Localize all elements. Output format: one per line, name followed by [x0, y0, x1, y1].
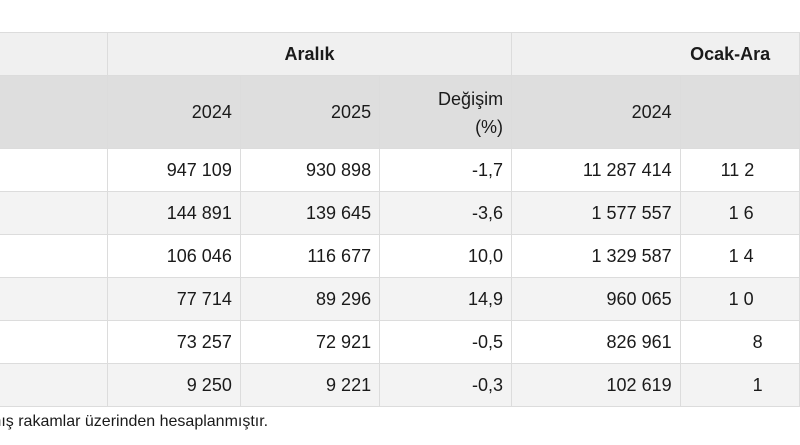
cell-cumulative-2024: 1 329 587 [511, 234, 681, 278]
row-label-cell [0, 191, 108, 235]
cell-2025: 89 296 [239, 277, 381, 321]
header-2024: 2024 [106, 75, 241, 149]
group-header-aralik: Aralık [106, 32, 513, 76]
table-row: 947 109 930 898 -1,7 11 287 414 11 2 [0, 148, 800, 192]
label-header-cell [0, 32, 108, 76]
cell-cumulative-2025: 1 [679, 363, 800, 407]
header-2025: 2025 [239, 75, 381, 149]
table-row: 144 891 139 645 -3,6 1 577 557 1 6 [0, 191, 800, 235]
cell-2025: 930 898 [239, 148, 381, 192]
table-row: 77 714 89 296 14,9 960 065 1 0 [0, 277, 800, 321]
cell-2024: 73 257 [106, 320, 241, 364]
cell-cumulative-2024: 1 577 557 [511, 191, 681, 235]
cell-change: 14,9 [379, 277, 513, 321]
table-footnote: mış rakamlar üzerinden hesaplanmıştır. [0, 413, 268, 431]
row-label-cell [0, 363, 108, 407]
cell-change: 10,0 [379, 234, 513, 278]
cell-change: -3,6 [379, 191, 513, 235]
cell-cumulative-2024: 960 065 [511, 277, 681, 321]
group-header-row: Aralık Ocak-Ara [0, 32, 800, 76]
table-row: 106 046 116 677 10,0 1 329 587 1 4 [0, 234, 800, 278]
cell-cumulative-2025: 1 0 [679, 277, 800, 321]
footnote-text: mış rakamlar üzerinden hesaplanmıştır. [0, 413, 269, 430]
row-label-cell [0, 148, 108, 192]
cell-cumulative-2025: 11 2 [679, 148, 800, 192]
header-cumulative-2025 [679, 75, 800, 149]
header-change-line2: (%) [475, 117, 504, 137]
cell-2025: 116 677 [239, 234, 381, 278]
cell-cumulative-2025: 1 4 [679, 234, 800, 278]
cell-2024: 77 714 [106, 277, 241, 321]
cell-2025: 72 921 [239, 320, 381, 364]
cell-2024: 947 109 [106, 148, 241, 192]
table-row: 73 257 72 921 -0,5 826 961 8 [0, 320, 800, 364]
cell-cumulative-2024: 102 619 [511, 363, 681, 407]
cell-change: -1,7 [379, 148, 513, 192]
header-change: Değişim (%) [379, 75, 513, 149]
header-change-line1: Değişim [438, 89, 504, 109]
label-subheader-cell [0, 75, 108, 149]
cell-cumulative-2025: 1 6 [679, 191, 800, 235]
cell-change: -0,5 [379, 320, 513, 364]
table-row: 9 250 9 221 -0,3 102 619 1 [0, 363, 800, 407]
cell-2024: 106 046 [106, 234, 241, 278]
cell-cumulative-2025: 8 [679, 320, 800, 364]
row-label-cell [0, 234, 108, 278]
row-label-cell [0, 277, 108, 321]
cell-2024: 144 891 [106, 191, 241, 235]
cell-2025: 139 645 [239, 191, 381, 235]
data-table-container: Aralık Ocak-Ara 2024 2025 Değişim (%) 20… [0, 32, 800, 407]
cell-cumulative-2024: 826 961 [511, 320, 681, 364]
cell-2024: 9 250 [106, 363, 241, 407]
year-header-row: 2024 2025 Değişim (%) 2024 [0, 75, 800, 149]
cell-2025: 9 221 [239, 363, 381, 407]
header-cumulative-2024: 2024 [511, 75, 681, 149]
row-label-cell [0, 320, 108, 364]
statistics-table: Aralık Ocak-Ara 2024 2025 Değişim (%) 20… [0, 32, 800, 407]
cell-change: -0,3 [379, 363, 513, 407]
group-header-ocak-aralik: Ocak-Ara [511, 32, 800, 76]
cell-cumulative-2024: 11 287 414 [511, 148, 681, 192]
